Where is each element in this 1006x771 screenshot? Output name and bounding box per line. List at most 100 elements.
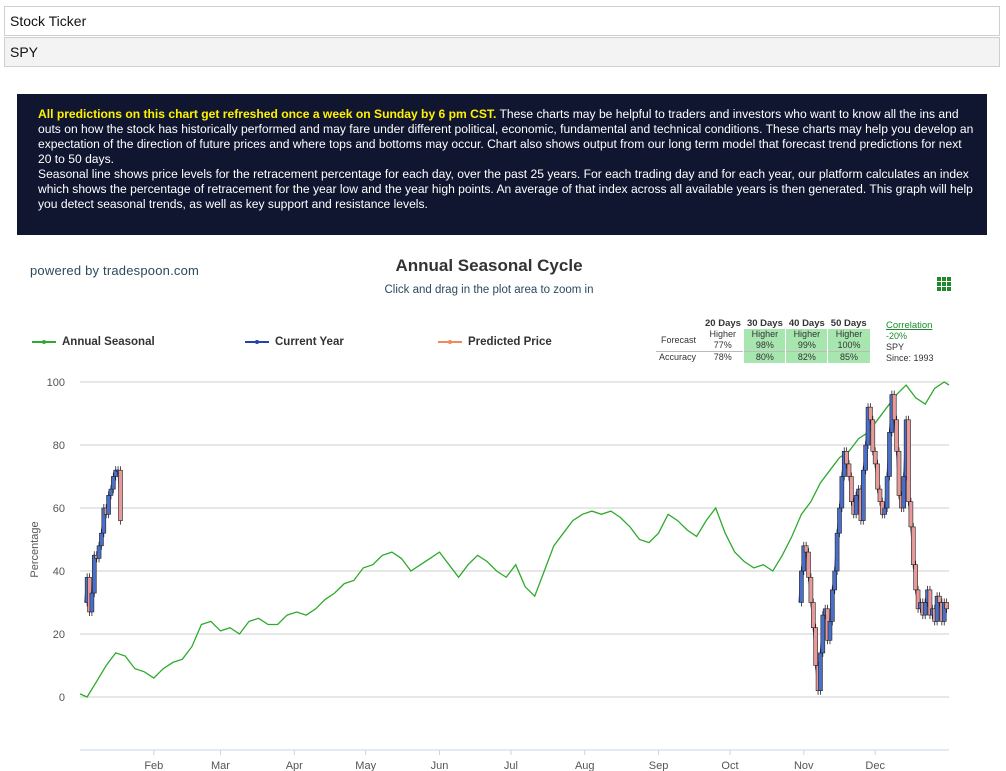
current-year-candle (837, 507, 842, 534)
y-tick-label: 60 (53, 503, 65, 515)
current-year-candle (922, 602, 928, 616)
current-year-candle (827, 621, 833, 641)
current-year-candle (106, 495, 111, 515)
stock-ticker-label: Stock Ticker (4, 6, 1000, 36)
current-year-candle (834, 532, 840, 572)
forecast-probability-50: 100% (827, 340, 870, 352)
current-year-candle (820, 614, 826, 654)
current-year-candle (853, 495, 859, 515)
current-year-candle (865, 406, 871, 446)
current-year-candle (863, 444, 868, 471)
x-tick-label: Sep (649, 760, 669, 771)
current-year-candle (830, 589, 835, 622)
current-year-candle (884, 476, 890, 509)
forecast-probability-30: 98% (743, 340, 786, 352)
y-axis-label: Percentage (29, 521, 41, 577)
chart-menu-grid-icon[interactable] (937, 277, 951, 291)
current-year-candle (910, 526, 916, 566)
current-year-candle (108, 488, 114, 496)
current-year-candle (844, 450, 849, 465)
forecast-table: 20 Days 30 Days 40 Days 50 Days Forecast… (656, 318, 870, 363)
current-year-candle (810, 602, 816, 629)
x-tick-label: Jun (431, 760, 449, 771)
x-tick-label: Dec (865, 760, 885, 771)
current-year-candle (870, 419, 876, 452)
forecast-probability-20: 77% (713, 340, 732, 350)
chart-title: Annual Seasonal Cycle (395, 256, 583, 275)
forecast-direction-50: Higher (827, 329, 870, 340)
forecast-header-20: 20 Days (705, 318, 741, 329)
chart-subtitle: Click and drag in the plot area to zoom … (384, 284, 594, 296)
x-tick-label: Oct (721, 760, 738, 771)
stock-ticker-input[interactable]: SPY (4, 37, 1000, 67)
refresh-notice: All predictions on this chart get refres… (17, 94, 987, 235)
y-tick-label: 40 (53, 566, 65, 578)
y-tick-label: 100 (47, 377, 65, 389)
correlation-link[interactable]: Correlation (886, 320, 933, 331)
forecast-header-40: 40 Days (788, 318, 825, 329)
current-year-candle (887, 432, 892, 477)
forecast-header-30: 30 Days (746, 318, 783, 329)
current-year-candle (118, 469, 123, 521)
legend-label-annual-seasonal: Annual Seasonal (62, 336, 155, 348)
accuracy-40: 82% (785, 351, 828, 363)
forecast-direction-20: Higher (709, 329, 736, 339)
y-tick-label: 80 (53, 440, 65, 452)
x-tick-label: Nov (794, 760, 814, 771)
current-year-candle (927, 589, 933, 616)
accuracy-row-label: Accuracy (656, 351, 703, 363)
y-tick-label: 0 (59, 692, 65, 704)
forecast-direction-30: Higher (743, 329, 786, 340)
current-year-candle (832, 570, 838, 591)
correlation-box: Correlation -20% SPY Since: 1993 (886, 320, 934, 364)
correlation-since: Since: 1993 (886, 353, 934, 363)
accuracy-50: 85% (827, 351, 870, 363)
notice-highlight: All predictions on this chart get refres… (38, 107, 497, 121)
current-year-candle (111, 476, 116, 490)
x-tick-label: May (355, 760, 376, 771)
current-year-candle (901, 476, 907, 509)
current-year-candle (89, 592, 95, 613)
x-tick-label: Apr (286, 760, 303, 771)
legend-item-current-year[interactable]: Current Year (245, 336, 344, 348)
current-year-candle (801, 545, 807, 572)
forecast-row-label: Forecast (661, 334, 697, 345)
current-year-candle (944, 602, 949, 610)
current-year-candle (813, 627, 818, 666)
accuracy-20: 78% (702, 351, 744, 363)
legend-item-annual-seasonal[interactable]: Annual Seasonal (32, 336, 155, 348)
forecast-probability-40: 99% (785, 340, 828, 352)
accuracy-30: 80% (743, 351, 786, 363)
current-year-candle (937, 595, 942, 603)
current-year-candle (91, 554, 97, 594)
current-year-candle (818, 652, 823, 692)
notice-text-2: Seasonal line shows price levels for the… (38, 167, 973, 211)
current-year-candle (891, 394, 897, 421)
legend-label-predicted-price: Predicted Price (468, 336, 552, 348)
current-year-candle (803, 545, 809, 553)
current-year-candle (839, 476, 845, 509)
current-year-candle (101, 507, 107, 534)
y-tick-label: 20 (53, 629, 65, 641)
current-year-candle (860, 469, 866, 521)
legend-label-current-year: Current Year (275, 336, 344, 348)
x-tick-label: Aug (575, 760, 595, 771)
correlation-value: -20% (886, 331, 908, 341)
current-year-candle (96, 545, 102, 559)
legend-item-predicted-price[interactable]: Predicted Price (438, 336, 552, 348)
current-year-candle (913, 564, 918, 591)
current-year-candle (799, 570, 804, 603)
powered-by-link[interactable]: powered by tradespoon.com (30, 263, 200, 278)
current-year-candle (896, 450, 902, 496)
annual-seasonal-line (79, 381, 950, 698)
current-year-candle (908, 501, 914, 528)
notice-text-1: These charts may be helpful to traders a… (38, 107, 974, 166)
current-year-candle (849, 476, 854, 503)
x-tick-label: Mar (211, 760, 230, 771)
correlation-symbol: SPY (886, 342, 905, 352)
current-year-candle (906, 419, 911, 502)
current-year-candle (868, 406, 873, 421)
current-year-candle (846, 463, 852, 477)
current-year-candle (877, 488, 883, 503)
